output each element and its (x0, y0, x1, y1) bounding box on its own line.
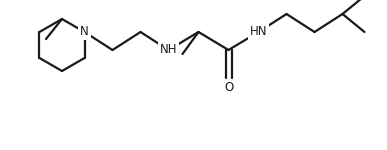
Text: O: O (224, 81, 233, 94)
Text: N: N (80, 26, 89, 39)
Text: NH: NH (160, 44, 177, 57)
Text: HN: HN (250, 26, 267, 39)
